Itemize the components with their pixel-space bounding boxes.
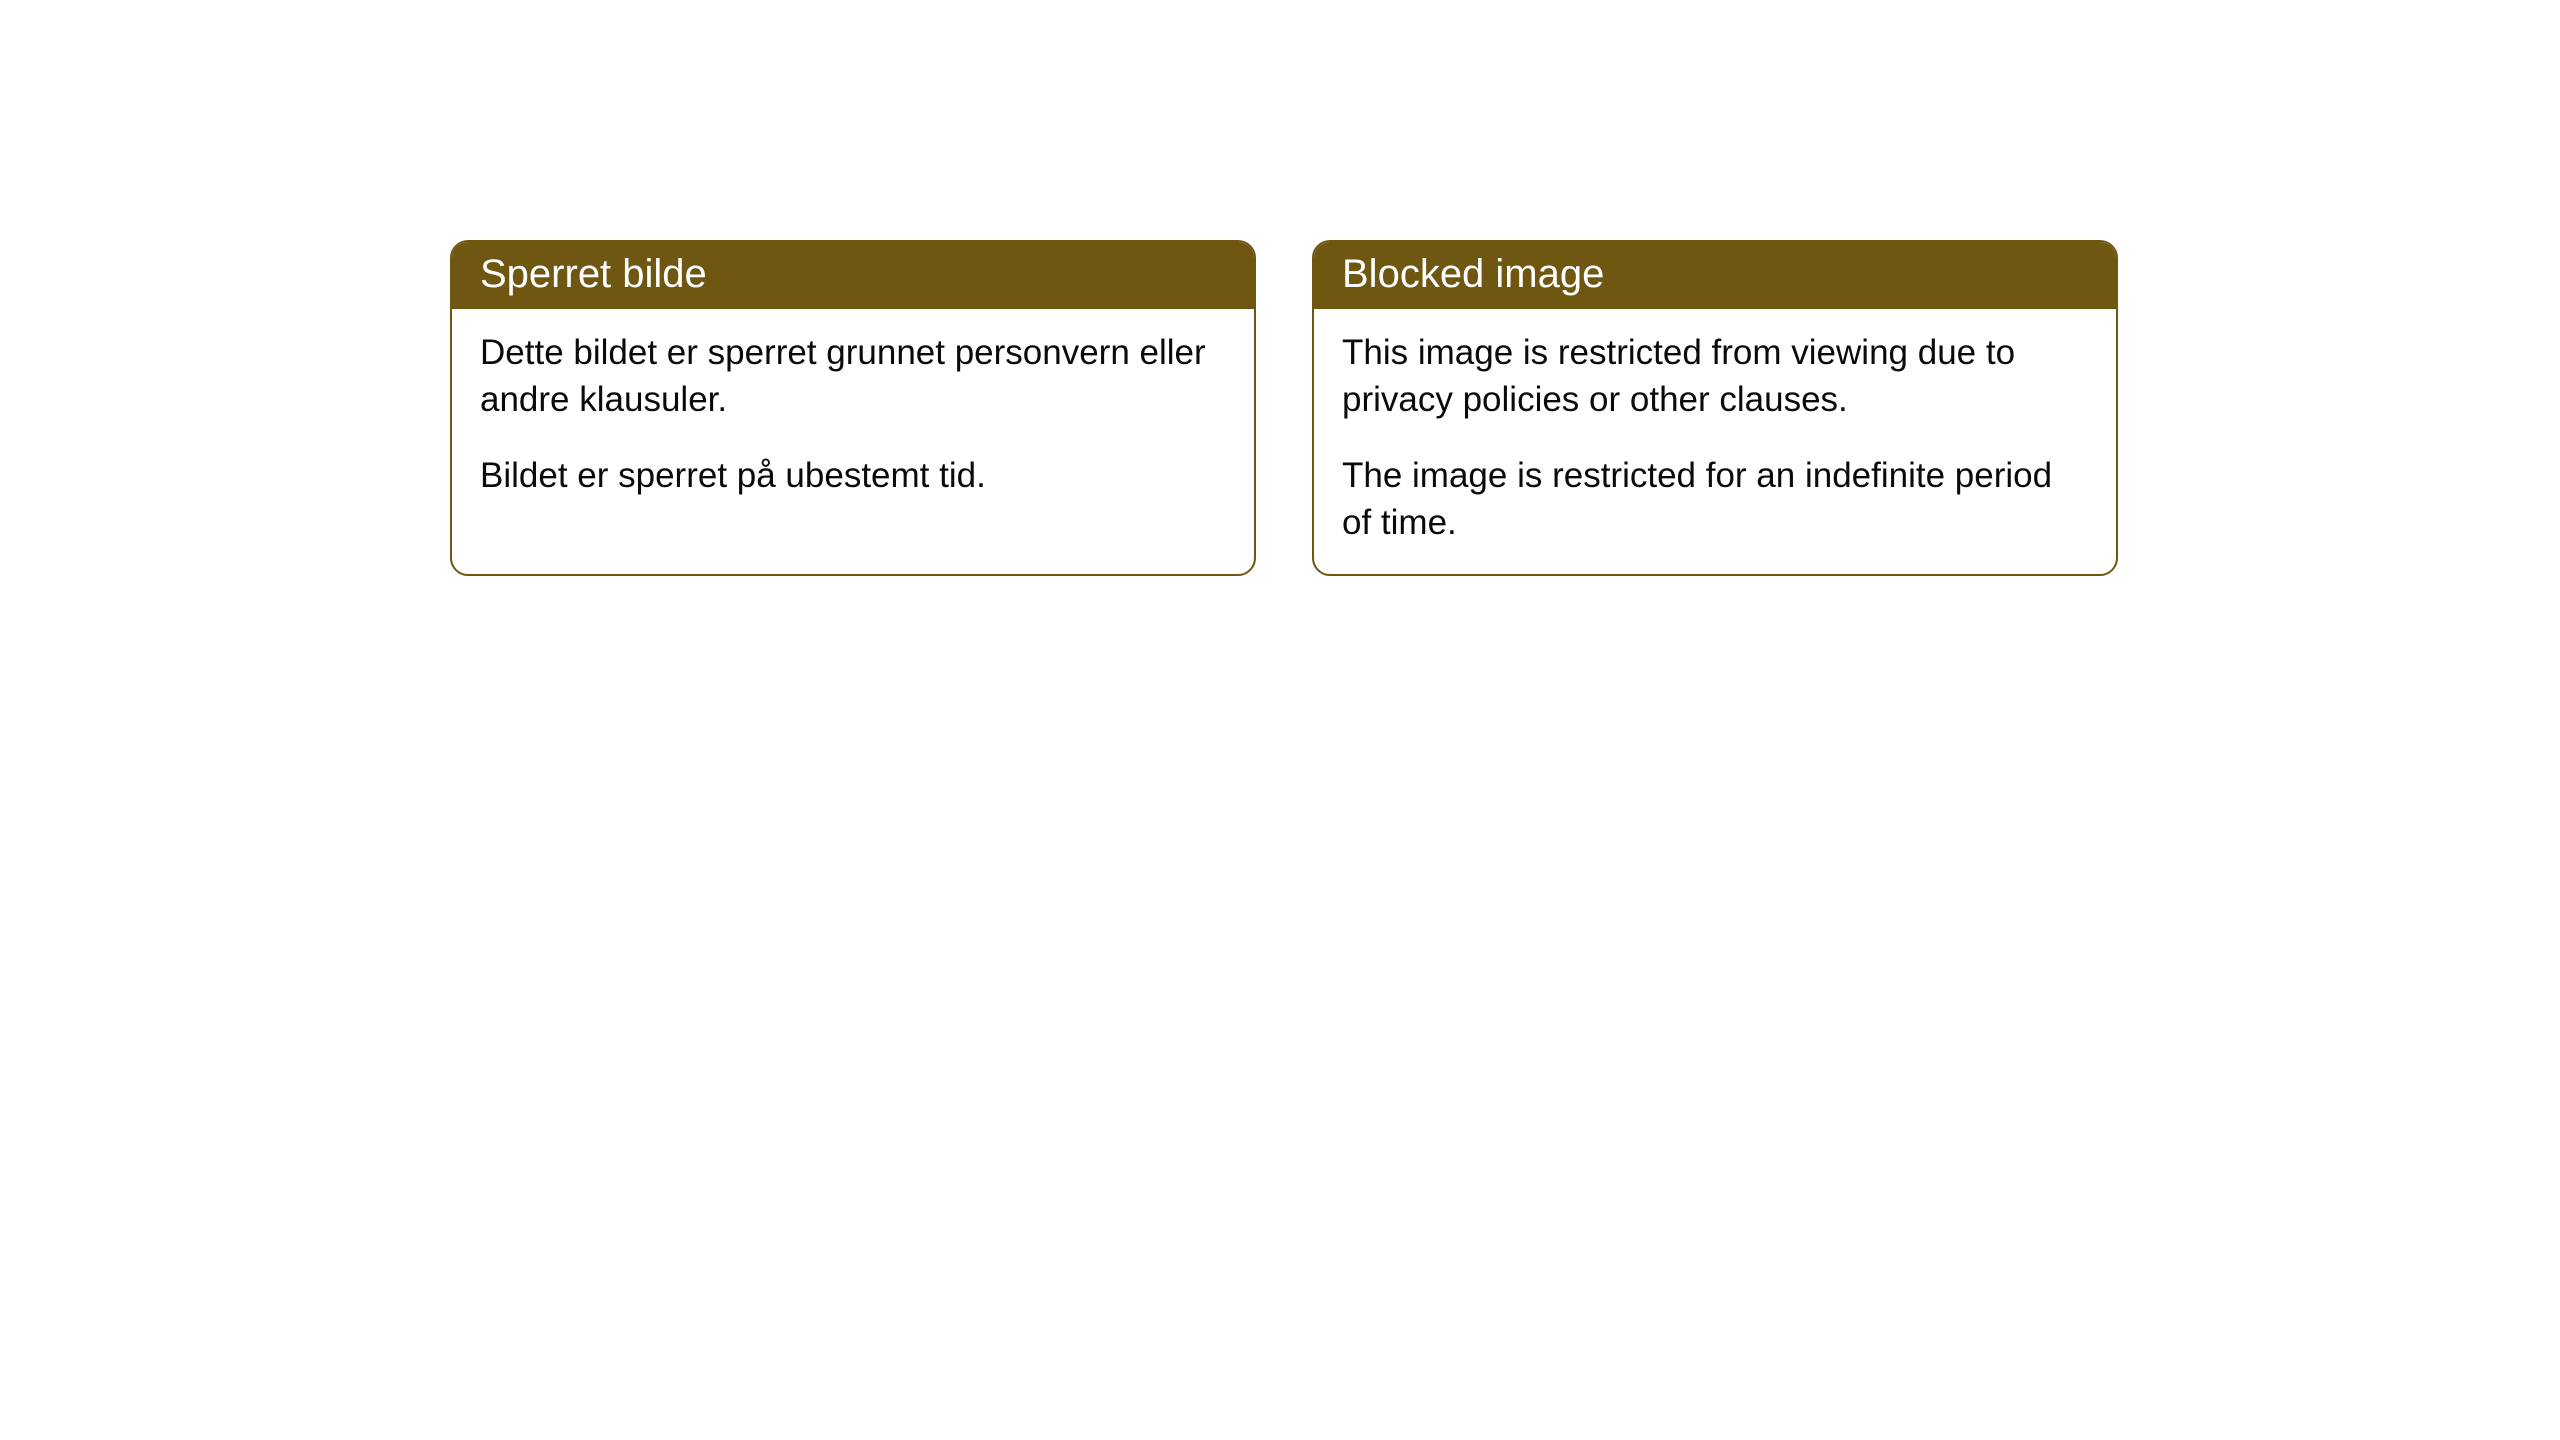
card-paragraph-no-2: Bildet er sperret på ubestemt tid. [480,452,1226,499]
blocked-image-card-en: Blocked image This image is restricted f… [1312,240,2118,576]
card-row: Sperret bilde Dette bildet er sperret gr… [450,240,2118,576]
card-body-en: This image is restricted from viewing du… [1314,309,2116,574]
card-paragraph-en-2: The image is restricted for an indefinit… [1342,452,2088,547]
card-paragraph-no-1: Dette bildet er sperret grunnet personve… [480,329,1226,424]
card-body-no: Dette bildet er sperret grunnet personve… [452,309,1254,527]
blocked-image-card-no: Sperret bilde Dette bildet er sperret gr… [450,240,1256,576]
card-paragraph-en-1: This image is restricted from viewing du… [1342,329,2088,424]
card-title-en: Blocked image [1314,242,2116,309]
card-title-no: Sperret bilde [452,242,1254,309]
